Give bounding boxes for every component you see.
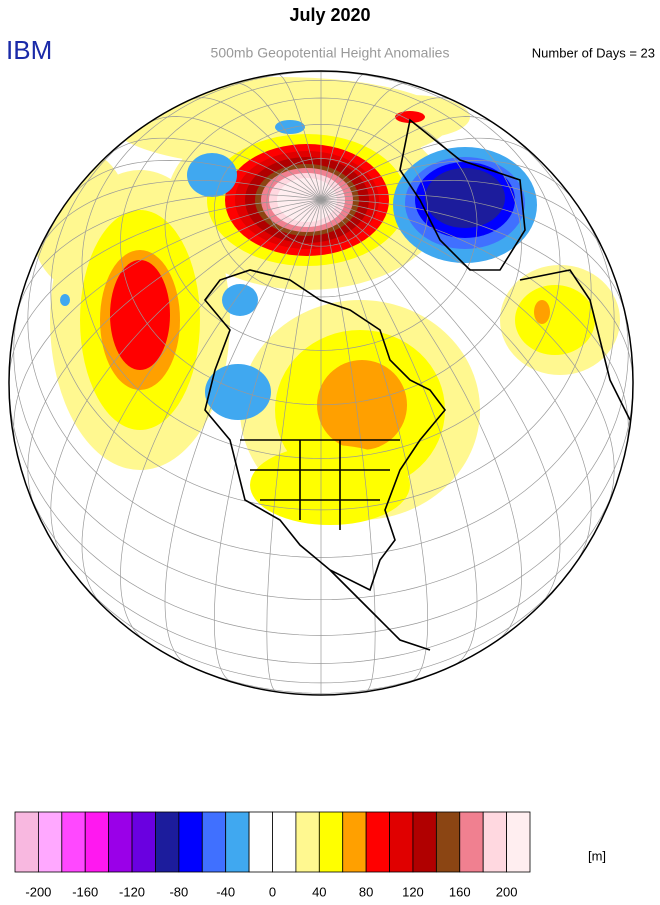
graticule-line	[320, 137, 537, 200]
graticule-line	[234, 82, 322, 200]
colorbar-box	[342, 811, 367, 873]
graticule-line	[191, 97, 322, 200]
colorbar-box	[155, 811, 180, 873]
colorbar-box	[14, 811, 39, 873]
graticule-line	[320, 116, 495, 200]
colorbar-box	[84, 811, 110, 873]
graticule-line	[320, 160, 576, 202]
graticule-line	[320, 73, 365, 200]
colorbar-box	[201, 811, 227, 873]
colorbar-tick-label: 200	[496, 884, 518, 899]
graticule-line	[320, 199, 615, 506]
anomaly-field	[30, 77, 620, 525]
colorbar-box	[482, 811, 507, 873]
day-count: Number of Days = 23	[532, 45, 655, 60]
colorbar-box	[295, 811, 320, 873]
colorbar-box	[318, 811, 344, 873]
colorbar-box	[61, 811, 86, 873]
colorbar-tick-label: 40	[312, 884, 326, 899]
colorbar-box	[38, 811, 63, 873]
colorbar-tick-label: -200	[25, 884, 51, 899]
colorbar-box	[108, 811, 133, 873]
graticule-line	[320, 199, 478, 666]
colorbar-tick-label: 160	[449, 884, 471, 899]
graticule-line	[13, 199, 322, 446]
graticule-line	[16, 194, 322, 315]
graticule-line	[320, 82, 408, 200]
colorbar-tick-label: -160	[72, 884, 98, 899]
graticule-line	[277, 73, 322, 200]
graticule-line	[66, 160, 322, 202]
graticule-line	[120, 199, 322, 641]
colorbar-box	[459, 811, 484, 873]
colorbar-tick-label: 0	[269, 884, 276, 899]
colorbar-box	[131, 811, 156, 873]
colorbar-box	[435, 811, 461, 873]
graticule-line	[50, 199, 322, 560]
graticule-line	[320, 199, 629, 446]
graticule	[9, 71, 633, 695]
colorbar-unit: [m]	[588, 848, 606, 863]
colorbar-tick-label: 120	[402, 884, 424, 899]
graticule-line	[320, 199, 522, 641]
colorbar-box	[225, 811, 250, 873]
graticule-line	[105, 137, 322, 200]
colorbar-box	[365, 811, 390, 873]
subtitle: 500mb Geopotential Height Anomalies	[211, 45, 450, 61]
graticule-line	[320, 199, 561, 607]
coastline	[203, 118, 631, 651]
graticule-line	[164, 199, 322, 666]
colorbar-tick-label: -80	[169, 884, 188, 899]
graticule-line	[9, 199, 322, 377]
colorbar-box	[178, 811, 203, 873]
colorbar-box	[389, 811, 414, 873]
colorbar-tick-label: -40	[216, 884, 235, 899]
graticule-line	[320, 199, 592, 560]
graticule-line	[320, 199, 633, 384]
colorbar: -200 -160 -120 -80 -40 0 40 80 120 160 200	[14, 811, 531, 899]
graticule-line	[320, 97, 451, 200]
graticule-line	[320, 179, 606, 256]
globe-outline	[8, 70, 634, 696]
colorbar-box	[506, 811, 531, 873]
colorbar-box	[412, 811, 437, 873]
colorbar-tick-label: -120	[119, 884, 145, 899]
graticule-line	[320, 199, 429, 683]
brand: IBM	[6, 35, 52, 65]
graticule-line	[36, 179, 322, 256]
graticule-line	[213, 199, 322, 683]
graticule-line	[320, 194, 626, 315]
colorbar-tick-label: 80	[359, 884, 373, 899]
colorbar-box	[272, 811, 297, 873]
title: July 2020	[289, 5, 370, 25]
graticule-line	[81, 199, 322, 607]
graticule-line	[320, 199, 376, 692]
graticule-line	[27, 199, 322, 506]
colorbar-box	[248, 811, 273, 873]
graticule-line	[147, 116, 322, 200]
